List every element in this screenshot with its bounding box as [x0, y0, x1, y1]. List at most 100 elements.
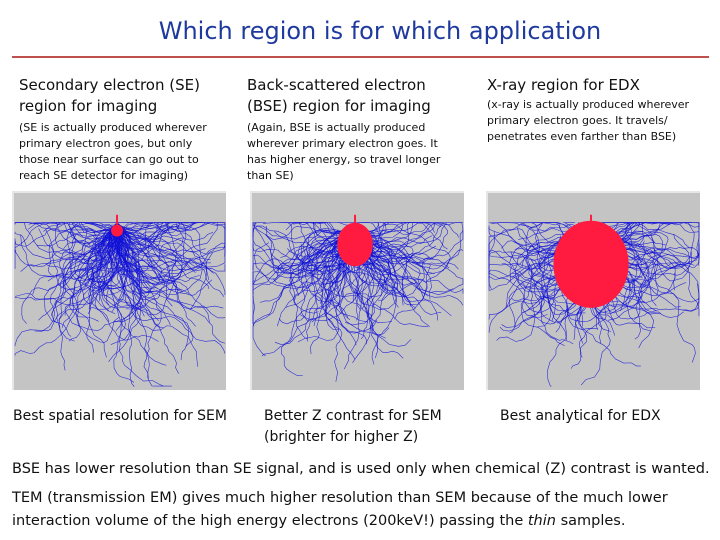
trajectory-path [113, 222, 207, 310]
trajectory-path [252, 222, 356, 240]
trajectory-path [62, 222, 118, 358]
trajectory-path [36, 222, 118, 247]
tem-text-post: samples. [555, 513, 626, 529]
trajectory-path [116, 222, 214, 243]
signal-region [553, 220, 629, 308]
trajectory-path [96, 222, 142, 308]
signal-region [337, 222, 373, 267]
xray-note: (x-ray is actually produced wherever pri… [487, 97, 689, 145]
trajectory-path [27, 222, 118, 244]
trajectory-path [514, 222, 592, 316]
trajectory-path [116, 222, 202, 239]
trajectory-path [115, 222, 164, 328]
bse-note-line: wherever primary electron goes. It [247, 137, 438, 150]
bse-heading-line2: (BSE) region for imaging [247, 97, 431, 115]
trajectory-path [14, 222, 118, 233]
trajectory-path [113, 222, 184, 257]
trajectory-path [75, 222, 122, 343]
bse-heading: Back-scattered electron (BSE) region for… [247, 75, 431, 117]
trajectory-path [91, 222, 144, 291]
se-note-line: primary electron goes, but only [19, 137, 193, 150]
se-note-line: reach SE detector for imaging) [19, 169, 189, 182]
bse-caption: Better Z contrast for SEM (brighter for … [264, 406, 442, 448]
trajectory-path [329, 222, 390, 336]
trajectory-path [58, 222, 119, 371]
bse-caption-line2: (brighter for higher Z) [264, 429, 419, 445]
trajectory-path [116, 222, 210, 281]
bse-interaction-volume-image [250, 191, 464, 390]
bse-note: (Again, BSE is actually produced whereve… [247, 120, 440, 184]
trajectory-path [20, 222, 118, 272]
trajectory-path [64, 222, 118, 316]
bse-caption-line1: Better Z contrast for SEM [264, 408, 442, 424]
bse-resolution-paragraph: BSE has lower resolution than SE signal,… [12, 461, 710, 477]
trajectory-path [45, 222, 118, 291]
se-note: (SE is actually produced wherever primar… [19, 120, 207, 184]
se-note-line: those near surface can go out to [19, 153, 199, 166]
trajectory-path [84, 222, 200, 292]
tem-paragraph: TEM (transmission EM) gives much higher … [12, 487, 668, 533]
trajectory-path [116, 222, 211, 264]
trajectory-path [32, 222, 125, 295]
trajectory-path [354, 222, 452, 317]
trajectory-path [116, 222, 218, 257]
trajectory-path [61, 222, 118, 328]
trajectory-path [116, 222, 226, 295]
trajectory-path [111, 222, 164, 387]
bse-note-line: has higher energy, so travel longer [247, 153, 441, 166]
trajectory-path [77, 222, 118, 278]
se-caption-line1: Best spatial resolution for SEM [13, 408, 227, 424]
electron-trajectories [14, 222, 226, 387]
xray-heading: X-ray region for EDX [487, 75, 640, 96]
trajectory-path [64, 222, 143, 331]
tem-text-pre: interaction volume of the high energy el… [12, 513, 528, 529]
trajectory-path [116, 222, 210, 323]
trajectory-path [252, 222, 356, 260]
trajectory-path [47, 222, 120, 279]
trajectory-path [116, 222, 196, 327]
trajectory-path [116, 222, 189, 361]
trajectory-path [91, 222, 125, 286]
trajectory-path [110, 222, 167, 366]
se-simulation [14, 214, 226, 387]
trajectory-path [69, 222, 118, 289]
tem-paragraph-line1: TEM (transmission EM) gives much higher … [12, 490, 668, 506]
se-heading-line1: Secondary electron (SE) [19, 76, 200, 94]
xray-heading-line1: X-ray region for EDX [487, 76, 640, 94]
bse-heading-line1: Back-scattered electron [247, 76, 426, 94]
se-heading-line2: region for imaging [19, 97, 158, 115]
xray-note-line: (x-ray is actually produced wherever [487, 98, 690, 111]
bse-simulation [252, 214, 464, 382]
se-heading: Secondary electron (SE) region for imagi… [19, 75, 200, 117]
tem-paragraph-line2: interaction volume of the high energy el… [12, 510, 668, 533]
xray-caption-line1: Best analytical for EDX [500, 408, 661, 424]
xray-note-line: penetrates even farther than BSE) [487, 130, 677, 143]
trajectory-path [116, 222, 203, 296]
xray-caption: Best analytical for EDX [500, 406, 661, 427]
se-caption: Best spatial resolution for SEM [13, 406, 227, 427]
thin-emphasis: thin [527, 513, 556, 529]
trajectory-path [110, 222, 137, 345]
bse-note-line: (Again, BSE is actually produced [247, 121, 426, 134]
trajectory-path [116, 222, 162, 301]
trajectory-path [109, 222, 179, 374]
trajectory-path [14, 222, 118, 267]
bse-note-line: than SE) [247, 169, 294, 182]
xray-interaction-volume-image [486, 191, 700, 390]
se-note-line: (SE is actually produced wherever [19, 121, 207, 134]
trajectory-path [290, 222, 356, 340]
trajectory-path [283, 222, 356, 263]
xray-note-line: primary electron goes. It travels/ [487, 114, 668, 127]
xray-simulation [488, 214, 700, 387]
trajectory-path [116, 222, 226, 269]
trajectory-path [46, 222, 118, 270]
signal-region [111, 224, 123, 237]
trajectory-path [116, 222, 226, 354]
trajectory-path [50, 222, 118, 316]
trajectory-path [116, 222, 196, 273]
trajectory-path [304, 222, 357, 346]
title-divider [12, 56, 709, 58]
trajectory-path [51, 222, 118, 248]
se-interaction-volume-image [12, 191, 226, 390]
trajectory-path [116, 222, 210, 290]
